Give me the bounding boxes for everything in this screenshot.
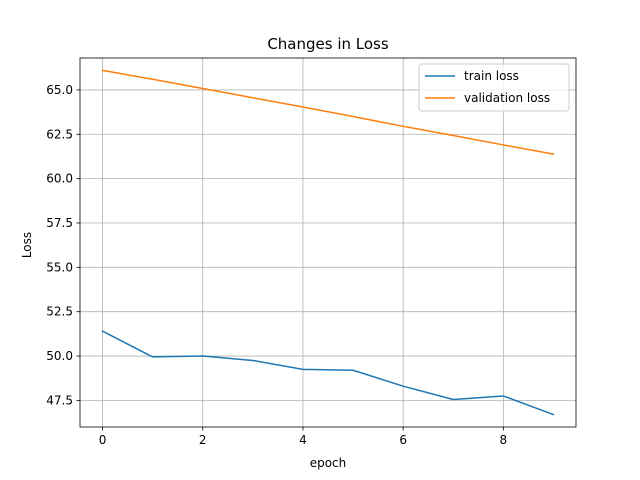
x-tick-label: 8 [500,433,508,447]
y-tick-label: 52.5 [46,305,73,319]
legend: train loss validation loss [418,63,570,112]
y-tick-label: 60.0 [46,172,73,186]
series-line-train-loss [101,330,555,416]
plot-background [80,58,576,427]
x-tick-label: 2 [199,433,207,447]
x-axis-label: epoch [310,456,347,470]
plot-frame [79,57,577,428]
y-tick-label: 55.0 [46,260,73,274]
y-tick-label: 47.5 [46,393,73,407]
y-tick-label: 57.5 [46,216,73,230]
series-line-validation-loss [101,69,555,156]
y-tick-label: 50.0 [46,349,73,363]
y-tick-label: 62.5 [46,127,73,141]
legend-label-train-loss: train loss [464,69,519,83]
x-tick-label: 4 [299,433,307,447]
x-tick-label: 6 [399,433,407,447]
series-lines [101,69,555,416]
y-tick-label: 65.0 [46,83,73,97]
y-axis-label: Loss [20,232,34,258]
chart-title: Changes in Loss [267,35,389,53]
legend-label-validation-loss: validation loss [464,91,550,105]
x-tick-label: 0 [99,433,107,447]
axis-ticks: 0 2 4 6 8 47.5 50.0 52.5 55.0 57.5 60.0 62.5 65.0 [46,83,507,447]
legend-box [418,63,570,112]
